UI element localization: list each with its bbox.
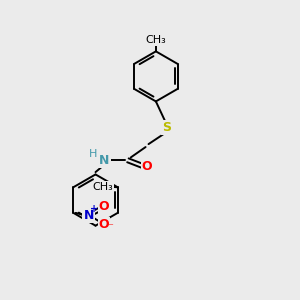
- Text: S: S: [162, 122, 171, 134]
- Text: H: H: [88, 149, 97, 159]
- Text: CH₃: CH₃: [93, 182, 113, 192]
- Text: N: N: [99, 154, 110, 167]
- Text: CH₃: CH₃: [146, 35, 166, 45]
- Text: O: O: [99, 218, 109, 231]
- Text: O: O: [99, 200, 109, 214]
- Text: ⁻: ⁻: [107, 223, 113, 232]
- Text: N: N: [83, 209, 94, 222]
- Text: +: +: [90, 204, 98, 214]
- Text: O: O: [142, 160, 152, 173]
